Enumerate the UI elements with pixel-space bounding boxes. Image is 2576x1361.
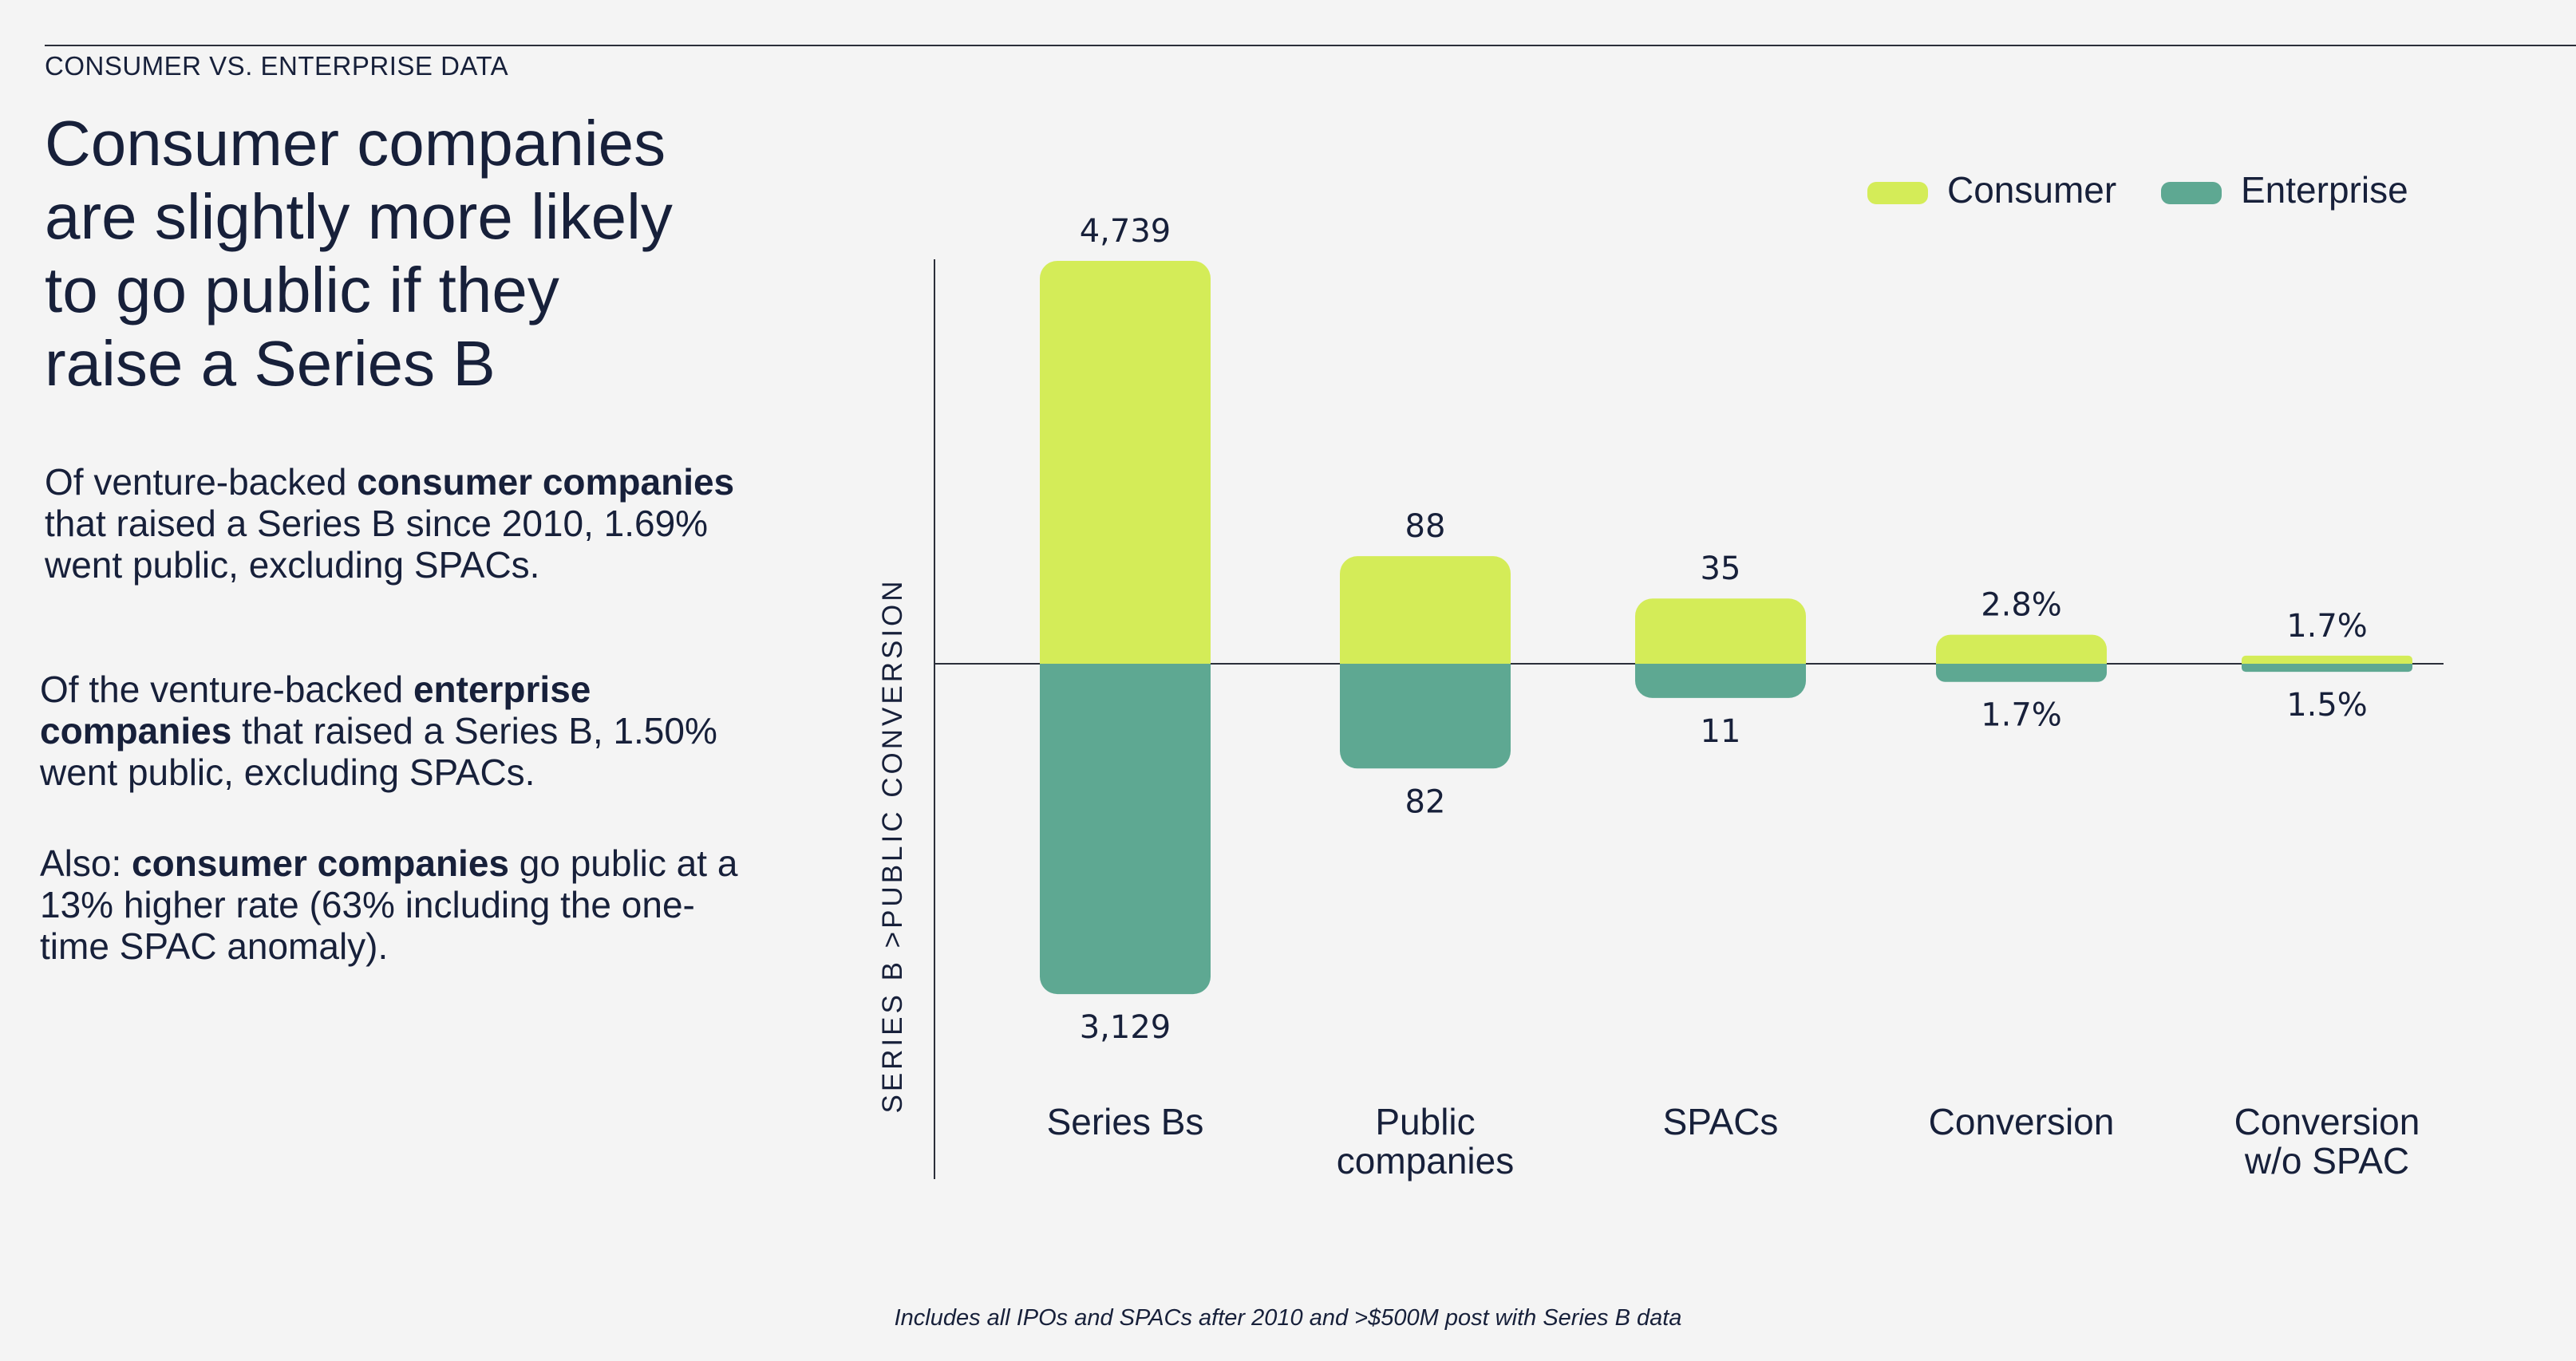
enterprise-value-label: 3,129 xyxy=(1080,1009,1171,1046)
enterprise-bar-base xyxy=(1936,664,2107,673)
category-label: Conversion xyxy=(1929,1101,2115,1142)
consumer-value-label: 35 xyxy=(1701,550,1741,587)
legend-label: Consumer xyxy=(1947,169,2116,211)
category-label: Conversion xyxy=(2234,1101,2420,1142)
consumer-bar-base xyxy=(1340,646,1511,664)
enterprise-bar xyxy=(1040,664,1211,995)
consumer-value-label: 2.8% xyxy=(1981,587,2062,624)
legend-label: Enterprise xyxy=(2241,169,2408,211)
eyebrow-label: CONSUMER VS. ENTERPRISE DATA xyxy=(45,51,509,81)
enterprise-bar xyxy=(1340,664,1511,769)
consumer-value-label: 88 xyxy=(1405,508,1446,545)
headline: Consumer companies are slightly more lik… xyxy=(45,107,763,400)
enterprise-value-label: 82 xyxy=(1405,783,1446,820)
para-text: Of the venture-backed xyxy=(40,669,413,710)
category-label: Series Bs xyxy=(1047,1101,1204,1142)
consumer-paragraph: Of venture-backed consumer companies tha… xyxy=(45,461,763,586)
para-text: Of venture-backed xyxy=(45,461,358,503)
para-text: go public at a 13% higher rate (63% incl… xyxy=(40,842,738,967)
y-axis-label: SERIES B >PUBLIC CONVERSION xyxy=(877,578,908,1113)
consumer-value-label: 4,739 xyxy=(1080,213,1171,250)
para-bold: consumer companies xyxy=(357,461,735,503)
para-text: Also: xyxy=(40,842,132,884)
top-rule xyxy=(45,45,2576,46)
headline-line: are slightly more likely xyxy=(45,181,673,252)
headline-line: Consumer companies xyxy=(45,108,666,179)
consumer-bar-base xyxy=(1635,646,1806,664)
category-label: Public xyxy=(1375,1101,1475,1142)
category-label: companies xyxy=(1337,1140,1514,1182)
enterprise-paragraph: Of the venture-backed enterprise compani… xyxy=(40,669,758,793)
consumer-bar xyxy=(1340,556,1511,664)
footnote: Includes all IPOs and SPACs after 2010 a… xyxy=(894,1305,1682,1331)
category-label: w/o SPAC xyxy=(2244,1140,2409,1182)
consumer-bar xyxy=(1040,261,1211,664)
headline-line: to go public if they xyxy=(45,254,559,325)
enterprise-value-label: 1.5% xyxy=(2286,687,2368,724)
enterprise-value-label: 1.7% xyxy=(1981,697,2062,734)
enterprise-bar-base xyxy=(1340,664,1511,681)
rate-paragraph: Also: consumer companies go public at a … xyxy=(40,842,758,967)
legend-swatch xyxy=(2161,182,2222,204)
para-bold: enterprise companies xyxy=(40,669,591,752)
enterprise-bar-base xyxy=(2242,664,2412,669)
consumer-bar-base xyxy=(1040,646,1211,664)
para-text: that raised a Series B, 1.50% went publi… xyxy=(40,710,717,793)
consumer-bar-base xyxy=(1936,649,2107,664)
headline-line: raise a Series B xyxy=(45,328,496,399)
enterprise-bar-base xyxy=(1040,664,1211,681)
consumer-value-label: 1.7% xyxy=(2286,608,2368,645)
enterprise-value-label: 11 xyxy=(1701,713,1741,750)
enterprise-bar-base xyxy=(1635,664,1806,681)
legend-swatch xyxy=(1867,182,1928,204)
category-label: SPACs xyxy=(1663,1101,1779,1142)
consumer-bar-base xyxy=(2242,659,2412,664)
para-text: that raised a Series B since 2010, 1.69%… xyxy=(45,503,709,586)
para-bold: consumer companies xyxy=(132,842,509,884)
